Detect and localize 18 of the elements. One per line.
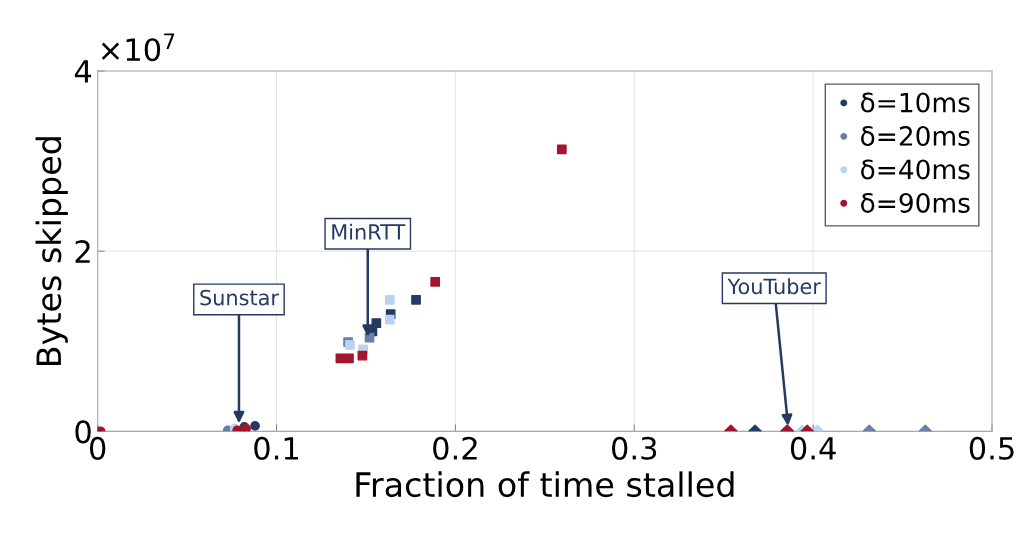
x-tick-label: 0.5 [969, 436, 1014, 460]
legend-label: δ=90ms [861, 192, 970, 213]
y-tick-label: 4 [74, 60, 92, 83]
annotation: MinRTT [332, 223, 406, 240]
legend-label: δ=20ms [861, 126, 970, 146]
x-tick-label: 0.3 [611, 436, 657, 460]
x-tick-label: 0.4 [790, 436, 836, 460]
x-axis-title: Fraction of time stalled [356, 471, 734, 498]
y-tick-label: 0 [75, 420, 91, 444]
legend-label: δ=40ms [861, 159, 970, 180]
x-tick-label: 0.2 [433, 436, 477, 460]
y-axis-title: Bytes skipped [35, 137, 68, 365]
legend-label: δ=10ms [861, 92, 970, 113]
y-tick-label: 2 [75, 240, 90, 263]
text: ×10$^{7}$ [101, 33, 175, 62]
annotation: Sunstar [200, 289, 279, 306]
annotation: YouTuber [727, 278, 821, 295]
x-tick-label: 0.1 [254, 436, 299, 460]
